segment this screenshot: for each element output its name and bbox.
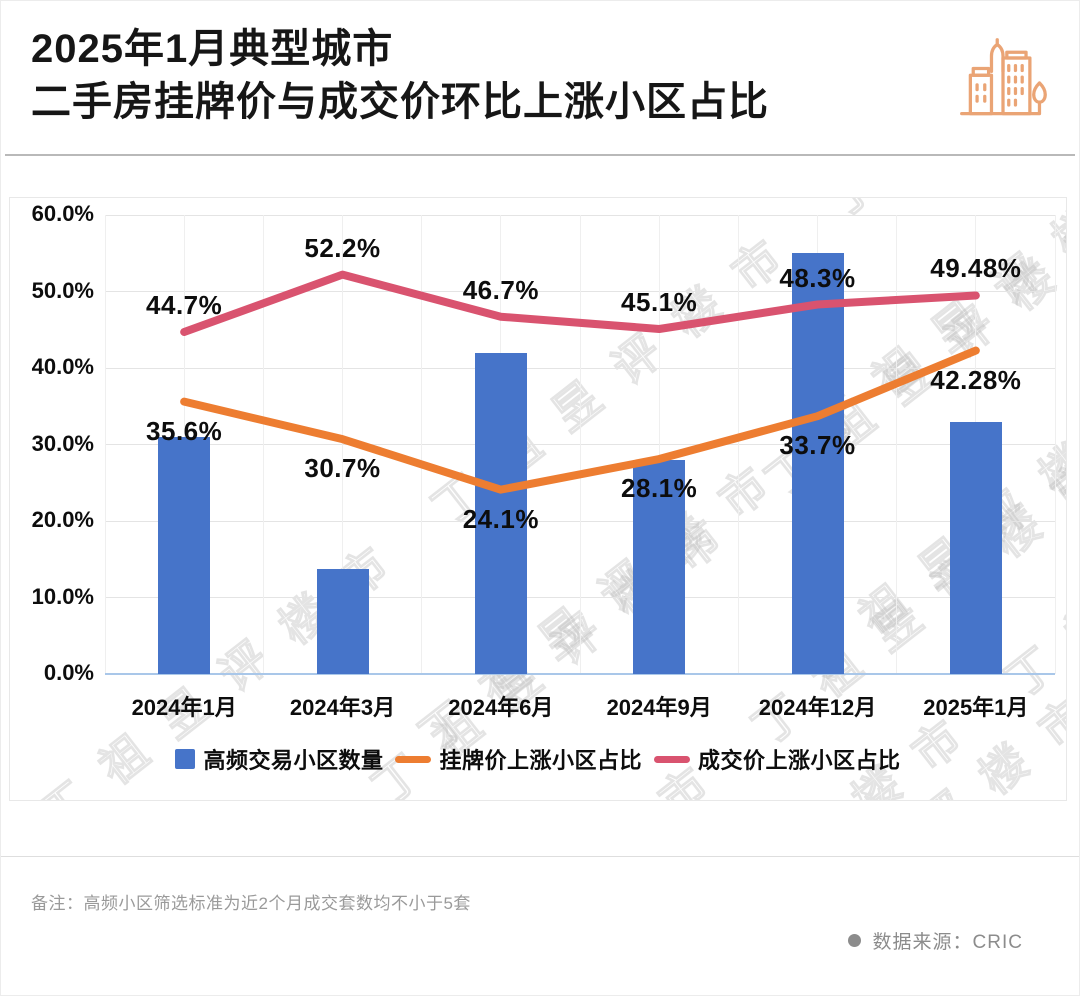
legend: 高频交易小区数量 挂牌价上涨小区占比 成交价上涨小区占比 — [10, 743, 1066, 775]
data-label: 45.1% — [621, 286, 698, 317]
title-line-2: 二手房挂牌价与成交价环比上涨小区占比 — [31, 80, 769, 125]
y-tick-label: 30.0% — [31, 430, 94, 456]
legend-label: 高频交易小区数量 — [203, 748, 384, 773]
bar-2024年3月 — [316, 569, 369, 674]
chart-frame: 丁祖昱评楼市 丁祖昱评楼市 丁祖昱评楼市 丁祖昱评楼市 丁祖昱评楼市 丁祖昱评楼市… — [9, 197, 1067, 801]
gridline-vertical — [421, 215, 423, 674]
buildings-icon — [960, 38, 1047, 116]
bar-2024年12月 — [791, 253, 844, 674]
legend-item: 挂牌价上涨小区占比 — [395, 743, 642, 775]
page-title: 2025年1月典型城市二手房挂牌价与成交价环比上涨小区占比 — [31, 23, 1049, 129]
bar-2024年9月 — [633, 459, 686, 674]
title-divider — [5, 154, 1075, 156]
x-tick-label: 2024年9月 — [606, 695, 712, 720]
x-tick-label: 2025年1月 — [923, 695, 1029, 720]
x-tick-label: 2024年3月 — [289, 695, 396, 720]
gridline-vertical — [737, 215, 739, 674]
data-label: 49.48% — [930, 253, 1022, 284]
footnote: 备注：高频小区筛选标准为近2个月成交套数均不小于5套 — [31, 894, 471, 913]
bar-2024年6月 — [474, 352, 527, 674]
bar-2025年1月 — [949, 421, 1002, 674]
gridline-vertical — [658, 215, 660, 674]
data-label: 52.2% — [304, 232, 381, 263]
gridline-vertical — [262, 215, 264, 674]
data-label: 48.3% — [779, 262, 856, 293]
footer-divider — [1, 856, 1079, 857]
legend-square-icon — [175, 749, 196, 769]
title-line-1: 2025年1月典型城市 — [31, 27, 394, 71]
data-label: 44.7% — [146, 290, 223, 321]
y-tick-label: 40.0% — [31, 354, 94, 379]
data-label: 30.7% — [304, 453, 381, 484]
line-挂牌价上涨小区占比 — [180, 346, 980, 494]
data-label: 35.6% — [146, 415, 223, 446]
y-tick-label: 60.0% — [31, 201, 94, 226]
y-tick-label: 0.0% — [43, 660, 94, 685]
gridline-vertical — [579, 215, 581, 674]
gridline-vertical — [1054, 215, 1056, 674]
legend-item: 成交价上涨小区占比 — [654, 743, 901, 775]
header: 2025年1月典型城市二手房挂牌价与成交价环比上涨小区占比 — [31, 23, 1049, 129]
x-tick-label: 2024年1月 — [131, 695, 237, 720]
x-tick-label: 2024年6月 — [448, 695, 554, 720]
data-label: 33.7% — [779, 430, 856, 461]
legend-label: 成交价上涨小区占比 — [698, 748, 901, 773]
line-成交价上涨小区占比 — [180, 270, 980, 337]
data-source: 数据来源：CRIC — [847, 927, 1023, 954]
legend-label: 挂牌价上涨小区占比 — [439, 748, 642, 773]
gridline-vertical — [104, 215, 106, 674]
data-label: 24.1% — [462, 503, 539, 534]
data-label: 46.7% — [462, 274, 539, 305]
source-label: 数据来源：CRIC — [872, 932, 1023, 953]
legend-dash-icon — [395, 755, 432, 763]
x-tick-label: 2024年12月 — [758, 695, 877, 720]
x-axis-line — [105, 673, 1055, 675]
legend-item: 高频交易小区数量 — [175, 743, 383, 775]
y-tick-label: 50.0% — [31, 277, 94, 303]
trend-lines — [180, 270, 980, 494]
y-tick-label: 20.0% — [31, 507, 94, 532]
plot-area: 35.6% 30.7% 24.1% 28.1% 33.7% 42.28% 44.7% 52.2… — [104, 214, 1056, 675]
legend-dash-icon — [654, 755, 690, 763]
gridline-vertical — [342, 215, 343, 674]
gridline-vertical — [896, 215, 898, 674]
source-bullet-icon — [847, 934, 861, 947]
data-label: 42.28% — [930, 364, 1022, 395]
bar-2024年1月 — [158, 436, 211, 674]
data-label: 28.1% — [621, 473, 698, 504]
y-tick-label: 10.0% — [31, 583, 94, 609]
